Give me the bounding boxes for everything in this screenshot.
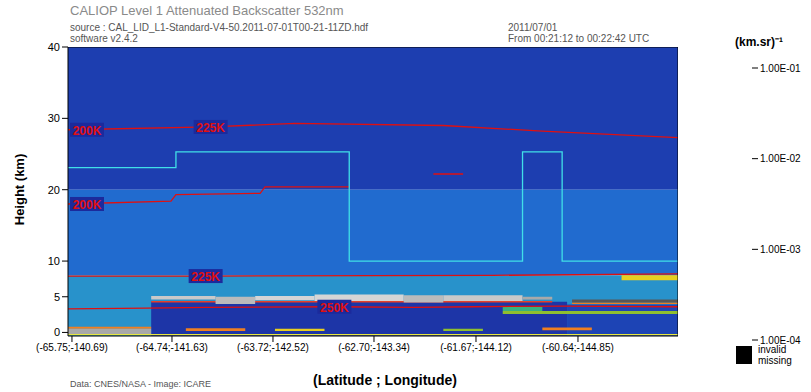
svg-text:(-62.70;-143.34): (-62.70;-143.34) bbox=[338, 342, 410, 353]
html-text:software v2.4.2: software v2.4.2 bbox=[70, 33, 138, 44]
svg-text:10: 10 bbox=[48, 255, 60, 267]
svg-text:200K: 200K bbox=[73, 124, 102, 138]
html-text:CALIOP Level 1 Attenuated Back: CALIOP Level 1 Attenuated Backscatter 53… bbox=[70, 3, 344, 18]
html-text:Data: CNES/NASA - Image: ICARE: Data: CNES/NASA - Image: ICARE bbox=[70, 379, 211, 389]
html-text:(km.sr)⁻¹: (km.sr)⁻¹ bbox=[735, 35, 783, 49]
svg-text:225K: 225K bbox=[191, 270, 220, 284]
html-text:From 00:21:12 to 00:22:42 UTC: From 00:21:12 to 00:22:42 UTC bbox=[508, 33, 650, 44]
svg-text:250K: 250K bbox=[320, 301, 349, 315]
html-text:missing: missing bbox=[758, 355, 792, 366]
svg-text:(-64.74;-141.63): (-64.74;-141.63) bbox=[136, 342, 208, 353]
html-text:invalid: invalid bbox=[758, 344, 787, 355]
svg-text:(-65.75;-140.69): (-65.75;-140.69) bbox=[36, 342, 108, 353]
html-text:Height (km): Height (km) bbox=[11, 153, 27, 226]
svg-text:225K: 225K bbox=[196, 121, 225, 135]
svg-text:5: 5 bbox=[54, 291, 60, 303]
svg-text:(-60.64;-144.85): (-60.64;-144.85) bbox=[542, 342, 614, 353]
html-text:2011/07/01: 2011/07/01 bbox=[508, 22, 558, 33]
html-text:source : CAL_LID_L1-Standard-V: source : CAL_LID_L1-Standard-V4-50.2011-… bbox=[70, 22, 369, 33]
svg-text:0: 0 bbox=[54, 326, 60, 338]
svg-text:1.00E-04: 1.00E-04 bbox=[760, 335, 801, 346]
svg-text:20: 20 bbox=[48, 184, 60, 196]
svg-text:1.00E-03: 1.00E-03 bbox=[760, 244, 801, 255]
html-text:(Latitude ; Longitude): (Latitude ; Longitude) bbox=[313, 372, 457, 388]
svg-text:(-63.72;-142.52): (-63.72;-142.52) bbox=[237, 342, 309, 353]
svg-text:(-61.67;-144.12): (-61.67;-144.12) bbox=[440, 342, 512, 353]
svg-text:200K: 200K bbox=[73, 198, 102, 212]
svg-text:30: 30 bbox=[48, 112, 60, 124]
svg-text:1.00E-02: 1.00E-02 bbox=[760, 153, 801, 164]
svg-text:1.00E-01: 1.00E-01 bbox=[760, 63, 801, 74]
svg-text:40: 40 bbox=[48, 41, 60, 53]
